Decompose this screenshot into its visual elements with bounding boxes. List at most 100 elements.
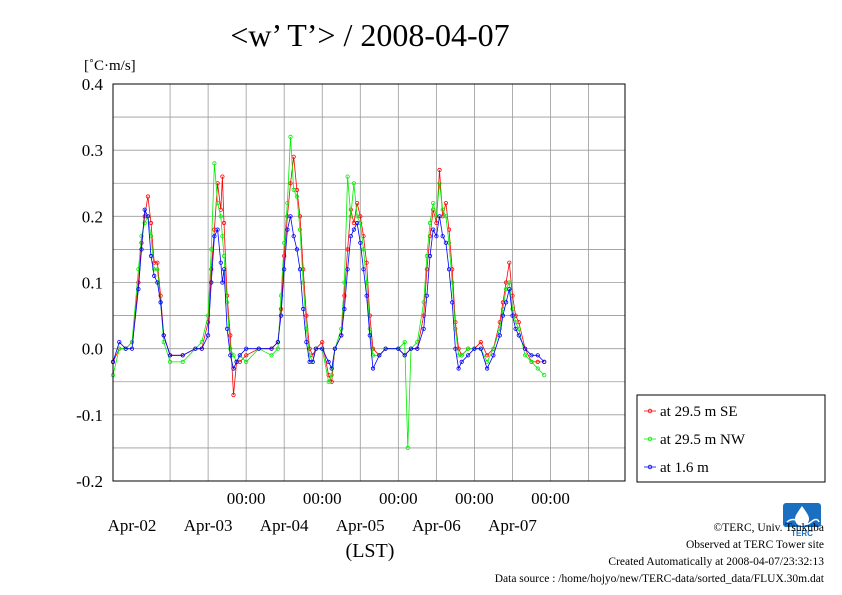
data-point xyxy=(542,372,547,378)
data-point xyxy=(440,234,445,239)
data-point xyxy=(453,346,458,351)
data-point xyxy=(221,267,227,272)
data-point xyxy=(440,207,445,212)
data-point xyxy=(484,366,490,371)
data-point xyxy=(275,339,280,345)
data-point xyxy=(310,359,315,364)
data-point xyxy=(142,207,147,212)
data-point xyxy=(320,346,325,351)
data-point xyxy=(339,333,344,338)
data-point xyxy=(522,353,528,358)
y-tick-label: 0.0 xyxy=(82,340,103,359)
x-tick-label: 00:00 xyxy=(455,489,494,508)
data-point xyxy=(307,346,312,351)
x-date-label: Apr-06 xyxy=(412,516,461,535)
data-point xyxy=(345,267,350,272)
data-point xyxy=(332,346,337,351)
x-tick-label: 00:00 xyxy=(227,489,266,508)
data-point xyxy=(136,286,141,292)
data-point xyxy=(522,346,528,351)
data-point xyxy=(301,306,306,312)
data-point xyxy=(383,346,388,351)
data-point xyxy=(542,359,547,364)
data-point xyxy=(507,260,512,265)
data-point xyxy=(221,253,227,259)
series-layer xyxy=(110,134,547,450)
data-point xyxy=(220,280,225,285)
data-point xyxy=(209,247,214,252)
data-point xyxy=(354,201,360,206)
data-point xyxy=(161,339,166,345)
data-point xyxy=(510,306,515,312)
y-tick-label: 0.3 xyxy=(82,141,103,160)
data-point xyxy=(503,300,509,305)
data-point xyxy=(484,353,490,358)
data-point xyxy=(513,326,518,331)
data-point xyxy=(158,300,163,305)
created-text: Created Automatically at 2008-04-07/23:3… xyxy=(608,556,824,568)
x-tick-label: 00:00 xyxy=(379,489,418,508)
data-point xyxy=(212,161,217,166)
legend-item: at 29.5 m SE xyxy=(644,404,738,420)
data-point xyxy=(465,346,471,351)
data-point xyxy=(231,366,236,371)
data-point xyxy=(535,353,540,358)
data-point xyxy=(158,293,163,298)
data-point xyxy=(142,220,147,226)
data-point xyxy=(326,359,331,364)
x-tick-label: 00:00 xyxy=(531,489,570,508)
data-point xyxy=(465,353,471,358)
data-point xyxy=(405,445,410,450)
data-point xyxy=(402,339,407,345)
legend-label: at 29.5 m NW xyxy=(660,432,746,448)
data-point xyxy=(535,359,540,364)
data-point xyxy=(421,326,426,331)
data-point xyxy=(535,366,540,371)
y-tick-label: -0.1 xyxy=(76,406,103,425)
data-point xyxy=(209,267,214,272)
legend-box xyxy=(636,394,826,483)
data-point xyxy=(491,346,496,351)
data-point xyxy=(443,240,448,245)
data-point xyxy=(152,273,157,278)
data-point xyxy=(282,253,287,259)
data-point xyxy=(427,253,433,259)
data-point xyxy=(437,167,442,173)
data-point xyxy=(288,214,293,219)
data-point xyxy=(285,227,290,232)
data-point xyxy=(348,214,353,219)
y-axis: 0.4 0.3 0.2 0.1 0.0 -0.1 -0.2 xyxy=(76,75,103,491)
y-tick-label: -0.2 xyxy=(76,472,103,491)
data-point xyxy=(358,240,363,245)
data-point xyxy=(209,280,214,285)
data-point xyxy=(244,359,249,364)
data-point xyxy=(415,346,420,351)
data-point xyxy=(402,353,407,358)
data-point xyxy=(446,267,452,272)
data-point xyxy=(168,353,173,358)
data-point xyxy=(215,227,220,232)
data-point xyxy=(275,346,280,351)
data-point xyxy=(529,359,534,364)
data-point xyxy=(348,234,353,239)
data-point xyxy=(155,260,160,265)
x-date-label: Apr-02 xyxy=(108,516,157,535)
data-point xyxy=(129,339,135,345)
data-point xyxy=(329,366,334,371)
data-point xyxy=(431,201,436,206)
data-point xyxy=(497,326,502,331)
legend-swatch-marker xyxy=(647,436,653,442)
data-point xyxy=(459,353,464,358)
data-point xyxy=(364,293,369,298)
data-point xyxy=(145,194,150,199)
data-point xyxy=(206,333,211,338)
data-point xyxy=(478,346,483,351)
data-point xyxy=(478,339,483,345)
data-point xyxy=(427,234,433,239)
data-point xyxy=(282,240,287,245)
legend-swatch-marker xyxy=(647,408,653,414)
data-point xyxy=(218,260,223,265)
data-point xyxy=(307,353,312,358)
data-point xyxy=(206,313,211,318)
data-point xyxy=(221,220,227,226)
